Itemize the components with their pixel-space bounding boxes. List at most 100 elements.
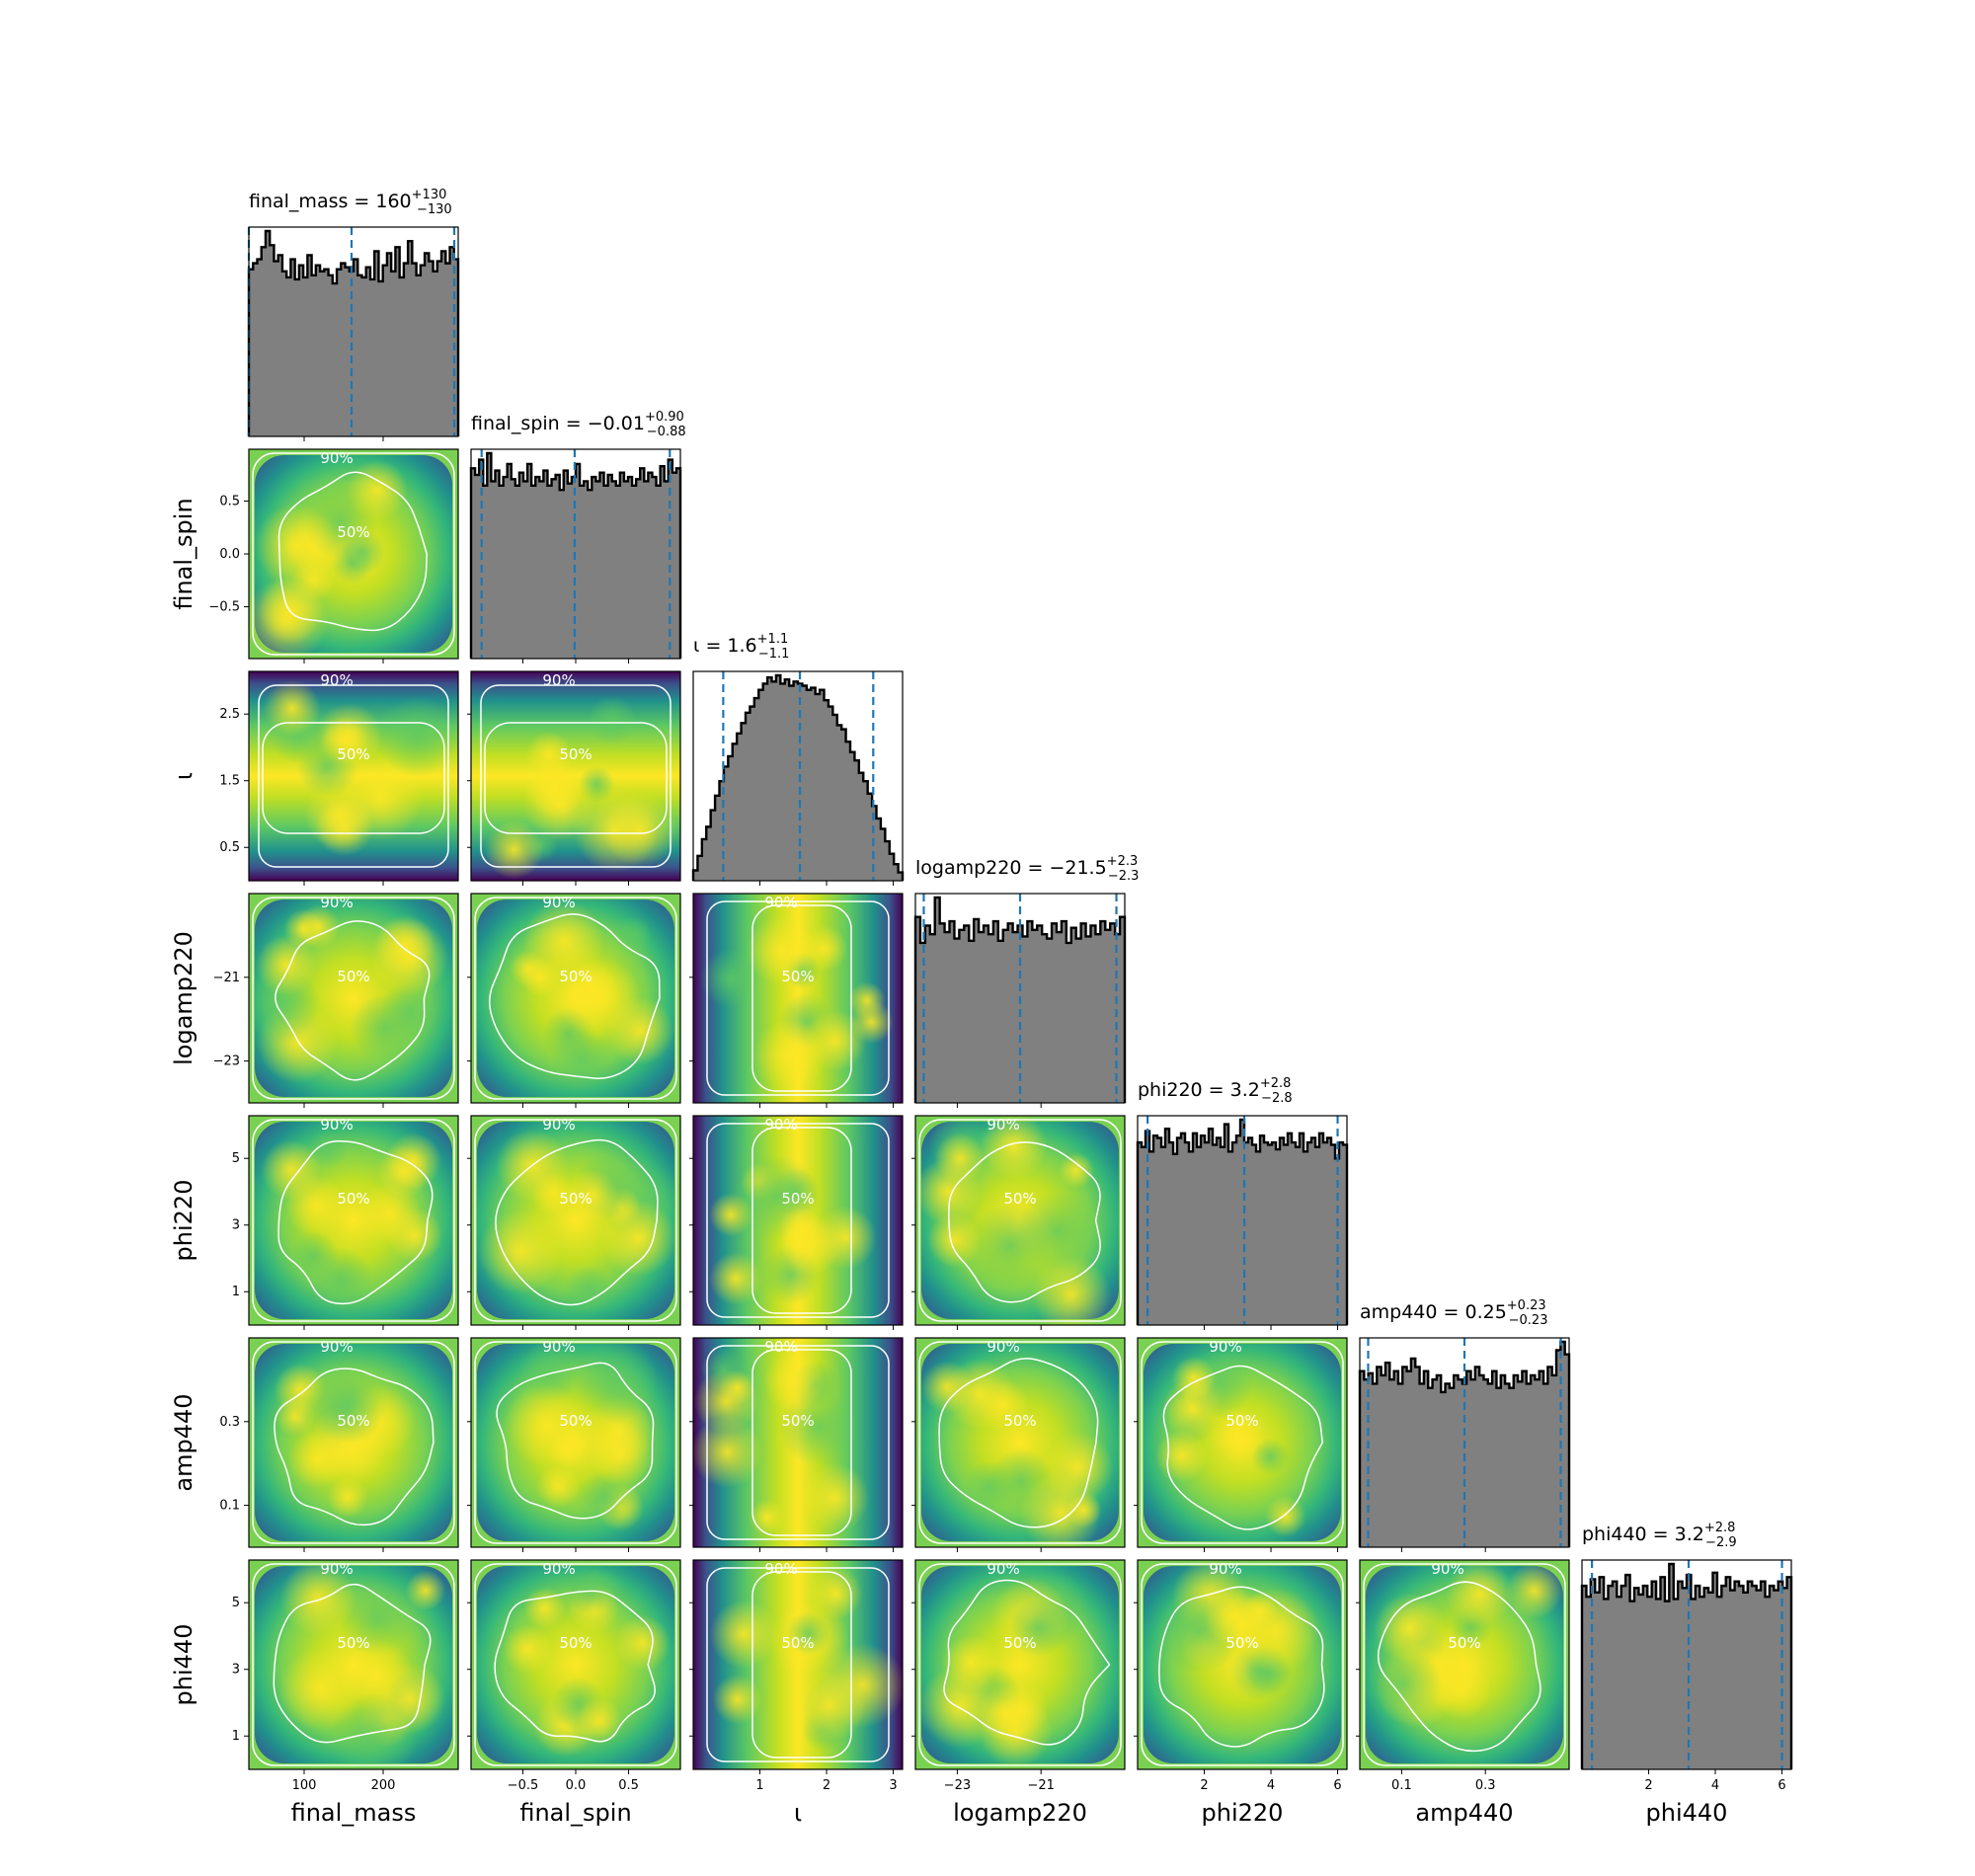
contour-label-50: 50% — [781, 968, 814, 985]
contour-90 — [706, 1567, 890, 1762]
panel-final_mass-amp440: 50% 90% 0.1 0.3 amp440 — [170, 1337, 459, 1552]
x-axis-label: logamp220 — [953, 1799, 1087, 1827]
x-tick-label: −21 — [1027, 1778, 1054, 1793]
y-axis-label: amp440 — [170, 1393, 198, 1491]
density-map: 50% 90% — [471, 1338, 680, 1547]
y-tick-label: 1 — [232, 1729, 240, 1744]
contour-label-90: 90% — [764, 894, 797, 911]
y-tick-label: −21 — [213, 971, 240, 985]
histogram-bars — [1138, 1120, 1347, 1325]
density-map: 50% 90% — [249, 449, 458, 659]
contour-50 — [751, 904, 852, 1092]
x-tick-label: 0.5 — [618, 1778, 639, 1793]
x-tick-label: 0.0 — [566, 1778, 587, 1793]
contour-label-50: 50% — [559, 1190, 592, 1208]
contour-label-90: 90% — [764, 1338, 797, 1356]
x-tick-label: 2 — [1200, 1778, 1208, 1793]
panel-phi440-phi440: phi440 = 3.2+2.8 −2.9 2 4 6 phi440 — [1580, 1521, 1793, 1827]
density-map: 50% 90% — [693, 1560, 903, 1769]
panel-phi220-phi440: 50% 90% 2 4 6 phi220 — [1134, 1559, 1348, 1827]
contour-label-50: 50% — [1003, 1634, 1036, 1652]
x-tick-label: 4 — [1267, 1778, 1275, 1793]
contour-90 — [1363, 1563, 1566, 1766]
contour-50 — [948, 1141, 1101, 1303]
x-axis-label: final_mass — [291, 1799, 417, 1827]
contour-50 — [751, 1349, 852, 1536]
histogram-outline — [469, 451, 682, 659]
panel-frame — [692, 670, 904, 882]
contour-50 — [496, 1362, 655, 1520]
x-axis-label: phi220 — [1202, 1799, 1284, 1827]
panel-iota-amp440: 50% 90% — [689, 1337, 904, 1552]
panel-final_spin-iota: 50% 90% — [467, 670, 681, 886]
contour-50 — [488, 913, 661, 1079]
contour-90 — [706, 1345, 890, 1540]
histogram-title: amp440 = 0.25+0.23 −0.23 — [1360, 1298, 1547, 1328]
y-axis-label: final_spin — [170, 498, 198, 609]
density-map: 50% 90% — [915, 1338, 1125, 1547]
y-tick-label: 0.3 — [219, 1415, 240, 1430]
panel-phi220-amp440: 50% 90% — [1134, 1337, 1348, 1552]
contour-90 — [918, 1341, 1122, 1544]
contour-label-90: 90% — [542, 1560, 575, 1578]
histogram-title: ι = 1.6+1.1 −1.1 — [693, 632, 789, 662]
x-tick-label: 0.1 — [1391, 1778, 1412, 1793]
contour-50 — [938, 1358, 1099, 1528]
contour-50 — [943, 1579, 1111, 1746]
panel-frame — [692, 1115, 904, 1326]
contour-90 — [474, 1341, 677, 1544]
panel-iota-logamp220: 50% 90% — [689, 893, 904, 1108]
x-tick-label: 4 — [1711, 1778, 1719, 1793]
panel-frame — [248, 1115, 459, 1326]
contour-90 — [252, 1563, 455, 1766]
histogram-outline — [691, 673, 905, 881]
contour-label-90: 90% — [320, 894, 353, 911]
y-tick-label: 0.0 — [219, 547, 240, 562]
contour-90 — [252, 897, 455, 1100]
x-tick-label: 3 — [889, 1778, 897, 1793]
contour-90 — [918, 1563, 1122, 1766]
contour-90 — [474, 1563, 677, 1766]
panel-frame — [248, 1337, 459, 1548]
contour-50 — [495, 1138, 659, 1306]
panel-final_mass-final_spin: 50% 90% −0.5 0.0 0.5 final_spin — [170, 448, 459, 664]
contour-50 — [1158, 1586, 1325, 1748]
panel-frame — [914, 893, 1126, 1104]
contour-label-50: 50% — [781, 1190, 814, 1208]
density-map: 50% 90% — [471, 1560, 680, 1769]
contour-label-50: 50% — [559, 968, 592, 985]
x-axis-label: ι — [794, 1799, 802, 1827]
contour-50 — [751, 1571, 852, 1759]
x-tick-label: 0.3 — [1475, 1778, 1496, 1793]
contour-label-50: 50% — [1003, 1190, 1036, 1208]
contour-label-50: 50% — [781, 1634, 814, 1652]
contour-label-90: 90% — [1431, 1560, 1463, 1578]
density-map: 50% 90% — [471, 671, 680, 881]
histogram-title: phi220 = 3.2+2.8 −2.8 — [1138, 1076, 1293, 1106]
histogram-bars — [693, 675, 903, 881]
panel-frame — [1137, 1115, 1348, 1326]
y-tick-label: −0.5 — [208, 600, 240, 615]
contour-50 — [484, 722, 668, 834]
y-tick-label: 1.5 — [219, 774, 240, 789]
panel-frame — [914, 1115, 1126, 1326]
contour-label-50: 50% — [1225, 1634, 1258, 1652]
x-tick-label: 6 — [1333, 1778, 1341, 1793]
contour-label-50: 50% — [1225, 1412, 1258, 1430]
contour-label-90: 90% — [542, 894, 575, 911]
contour-90 — [474, 897, 677, 1100]
panel-frame — [1359, 1337, 1570, 1548]
panel-final_spin-phi220: 50% 90% — [467, 1115, 681, 1330]
contour-label-50: 50% — [337, 1190, 369, 1208]
panel-logamp220-phi220: 50% 90% — [911, 1115, 1126, 1330]
contour-label-90: 90% — [1209, 1560, 1241, 1578]
density-map: 50% 90% — [693, 1116, 903, 1325]
contour-label-50: 50% — [337, 1634, 369, 1652]
density-map: 50% 90% — [249, 1560, 458, 1769]
panel-frame — [1581, 1559, 1792, 1770]
panel-final_mass-phi440: 50% 90% 1 3 5 phi440 100 200 final_mass — [170, 1559, 459, 1827]
contour-90 — [706, 1123, 890, 1318]
y-tick-label: 0.5 — [219, 840, 240, 855]
panel-phi220-phi220: phi220 = 3.2+2.8 −2.8 — [1136, 1076, 1349, 1330]
panel-logamp220-phi440: 50% 90% −23 −21 logamp220 — [911, 1559, 1126, 1827]
